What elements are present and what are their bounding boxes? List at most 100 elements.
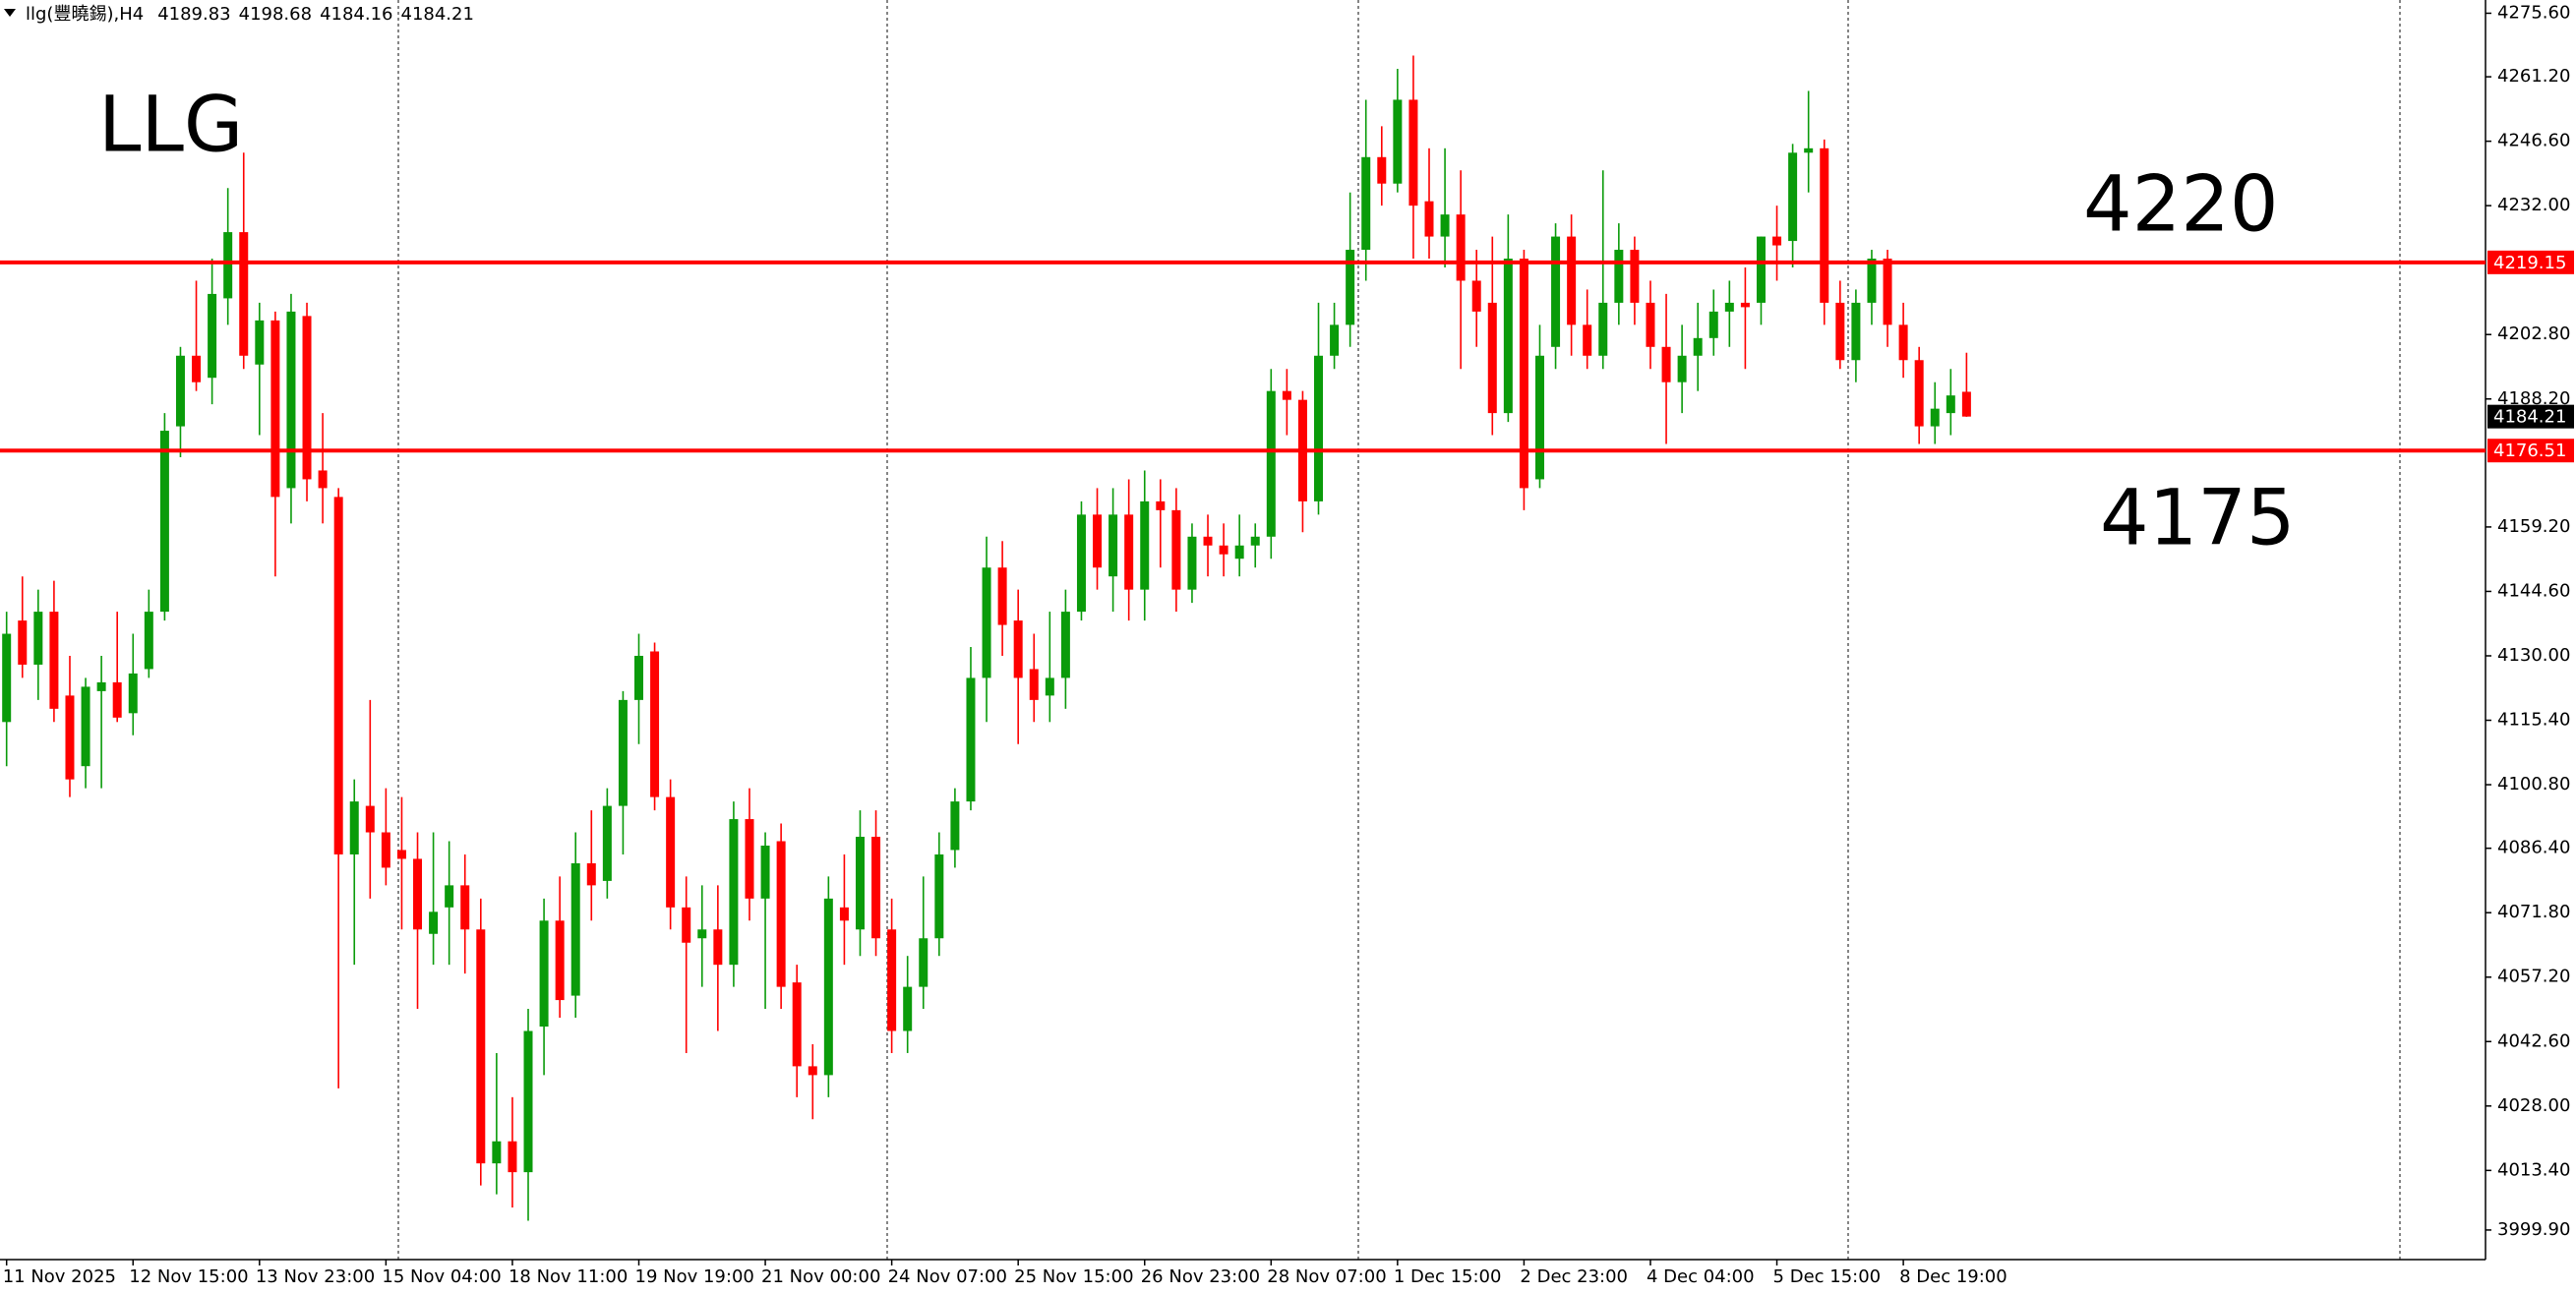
candle-body xyxy=(523,1030,533,1173)
candle-body xyxy=(745,819,754,899)
level-label-box xyxy=(2487,250,2574,274)
x-tick-label: 4 Dec 04:00 xyxy=(1647,1266,1755,1287)
x-tick-label: 21 Nov 00:00 xyxy=(761,1266,880,1287)
header-close: 4184.21 xyxy=(401,4,474,25)
x-tick-label: 13 Nov 23:00 xyxy=(256,1266,375,1287)
candle-body xyxy=(81,686,90,767)
candle-body xyxy=(508,1141,517,1173)
candle-body xyxy=(1867,259,1877,303)
header-open: 4189.83 xyxy=(157,4,230,25)
candle-body xyxy=(1898,324,1908,361)
candle-body xyxy=(1583,324,1592,356)
candle-body xyxy=(349,801,359,854)
candle-body xyxy=(1361,156,1371,251)
level-label: 4176.51 xyxy=(2493,441,2566,461)
candle-body xyxy=(1471,280,1481,312)
candle-body xyxy=(175,355,185,427)
y-tick-label: 4261.20 xyxy=(2497,66,2570,87)
candle-body xyxy=(713,929,723,966)
candle-body xyxy=(1708,311,1718,338)
candle-body xyxy=(1393,99,1403,184)
candle-body xyxy=(159,431,169,613)
menu-triangle[interactable] xyxy=(4,9,16,17)
y-tick-label: 4188.20 xyxy=(2497,388,2570,409)
candle-body xyxy=(255,320,265,365)
level-label-box xyxy=(2487,439,2574,463)
candle-body xyxy=(1076,514,1086,613)
level-label: 4219.15 xyxy=(2493,253,2566,273)
candle-body xyxy=(808,1066,817,1076)
candle-body xyxy=(618,699,628,806)
candle-body xyxy=(602,805,612,881)
symbol: llg(豐曉錫),H4 xyxy=(26,4,144,25)
candle-body xyxy=(208,293,217,379)
candle-body xyxy=(1677,355,1687,382)
y-tick-label: 4115.40 xyxy=(2497,710,2570,731)
x-tick-label: 28 Nov 07:00 xyxy=(1267,1266,1386,1287)
x-tick-label: 25 Nov 15:00 xyxy=(1014,1266,1133,1287)
candle-body xyxy=(128,673,138,714)
candle-body xyxy=(1108,514,1118,577)
y-tick-label: 4100.80 xyxy=(2497,774,2570,794)
candle-body xyxy=(1346,250,1355,325)
candle-body xyxy=(476,929,486,1164)
candle-body xyxy=(1093,514,1103,568)
candle-body xyxy=(333,497,343,854)
candle-body xyxy=(1534,355,1544,480)
current-price-label: 4184.21 xyxy=(2493,407,2566,428)
candle-body xyxy=(1851,302,1861,361)
candle-body xyxy=(318,470,328,489)
candle-body xyxy=(586,862,596,886)
y-tick-label: 4057.20 xyxy=(2497,967,2570,987)
candle-body xyxy=(1820,147,1829,303)
y-tick-label: 4246.60 xyxy=(2497,131,2570,151)
candle-body xyxy=(18,620,28,665)
y-tick-label: 4086.40 xyxy=(2497,838,2570,858)
candle-body xyxy=(1503,259,1513,414)
candle-body xyxy=(1835,302,1845,361)
candle-body xyxy=(445,885,454,908)
candle-body xyxy=(839,907,849,921)
candle-body xyxy=(1661,346,1671,382)
candle-body xyxy=(1740,302,1750,308)
y-tick-label: 4042.60 xyxy=(2497,1030,2570,1051)
candle-body xyxy=(1788,152,1798,242)
candle-body xyxy=(1029,669,1039,700)
candle-body xyxy=(666,796,676,908)
candle-body xyxy=(966,677,976,802)
candle-body xyxy=(112,681,122,718)
candle-body xyxy=(1219,545,1228,555)
candle-body xyxy=(1282,390,1291,400)
candle-body xyxy=(555,920,565,1001)
candle-body xyxy=(1772,236,1782,246)
candle-body xyxy=(1060,612,1070,678)
candle-body xyxy=(1551,236,1561,347)
candle-body xyxy=(823,898,833,1076)
candle-body xyxy=(33,612,43,665)
x-tick-label: 19 Nov 19:00 xyxy=(635,1266,754,1287)
chart-header: llg(豐曉錫),H4 4189.83 4198.68 4184.16 4184.21 xyxy=(26,4,474,25)
candle-body xyxy=(413,858,423,930)
candle-body xyxy=(1914,360,1924,427)
y-tick-label: 4071.80 xyxy=(2497,902,2570,922)
candle-body xyxy=(776,841,786,987)
candle-body xyxy=(192,355,202,382)
candle-body xyxy=(302,316,312,480)
candle-body xyxy=(65,695,75,780)
candle-body xyxy=(697,929,707,939)
candle-body xyxy=(982,567,991,678)
candle-body xyxy=(1156,500,1166,510)
candle-body xyxy=(1946,395,1955,414)
candle-body xyxy=(239,232,249,356)
candle-body xyxy=(223,232,233,299)
candle-body xyxy=(855,837,865,930)
candle-body xyxy=(1883,259,1892,325)
x-tick-label: 12 Nov 15:00 xyxy=(129,1266,248,1287)
header-low: 4184.16 xyxy=(320,4,392,25)
candle-body xyxy=(1630,250,1640,303)
candle-body xyxy=(1266,390,1276,537)
annotation: 4220 xyxy=(2083,160,2279,249)
x-tick-label: 15 Nov 04:00 xyxy=(382,1266,501,1287)
y-tick-label: 3999.90 xyxy=(2497,1219,2570,1240)
candle-body xyxy=(871,837,881,939)
